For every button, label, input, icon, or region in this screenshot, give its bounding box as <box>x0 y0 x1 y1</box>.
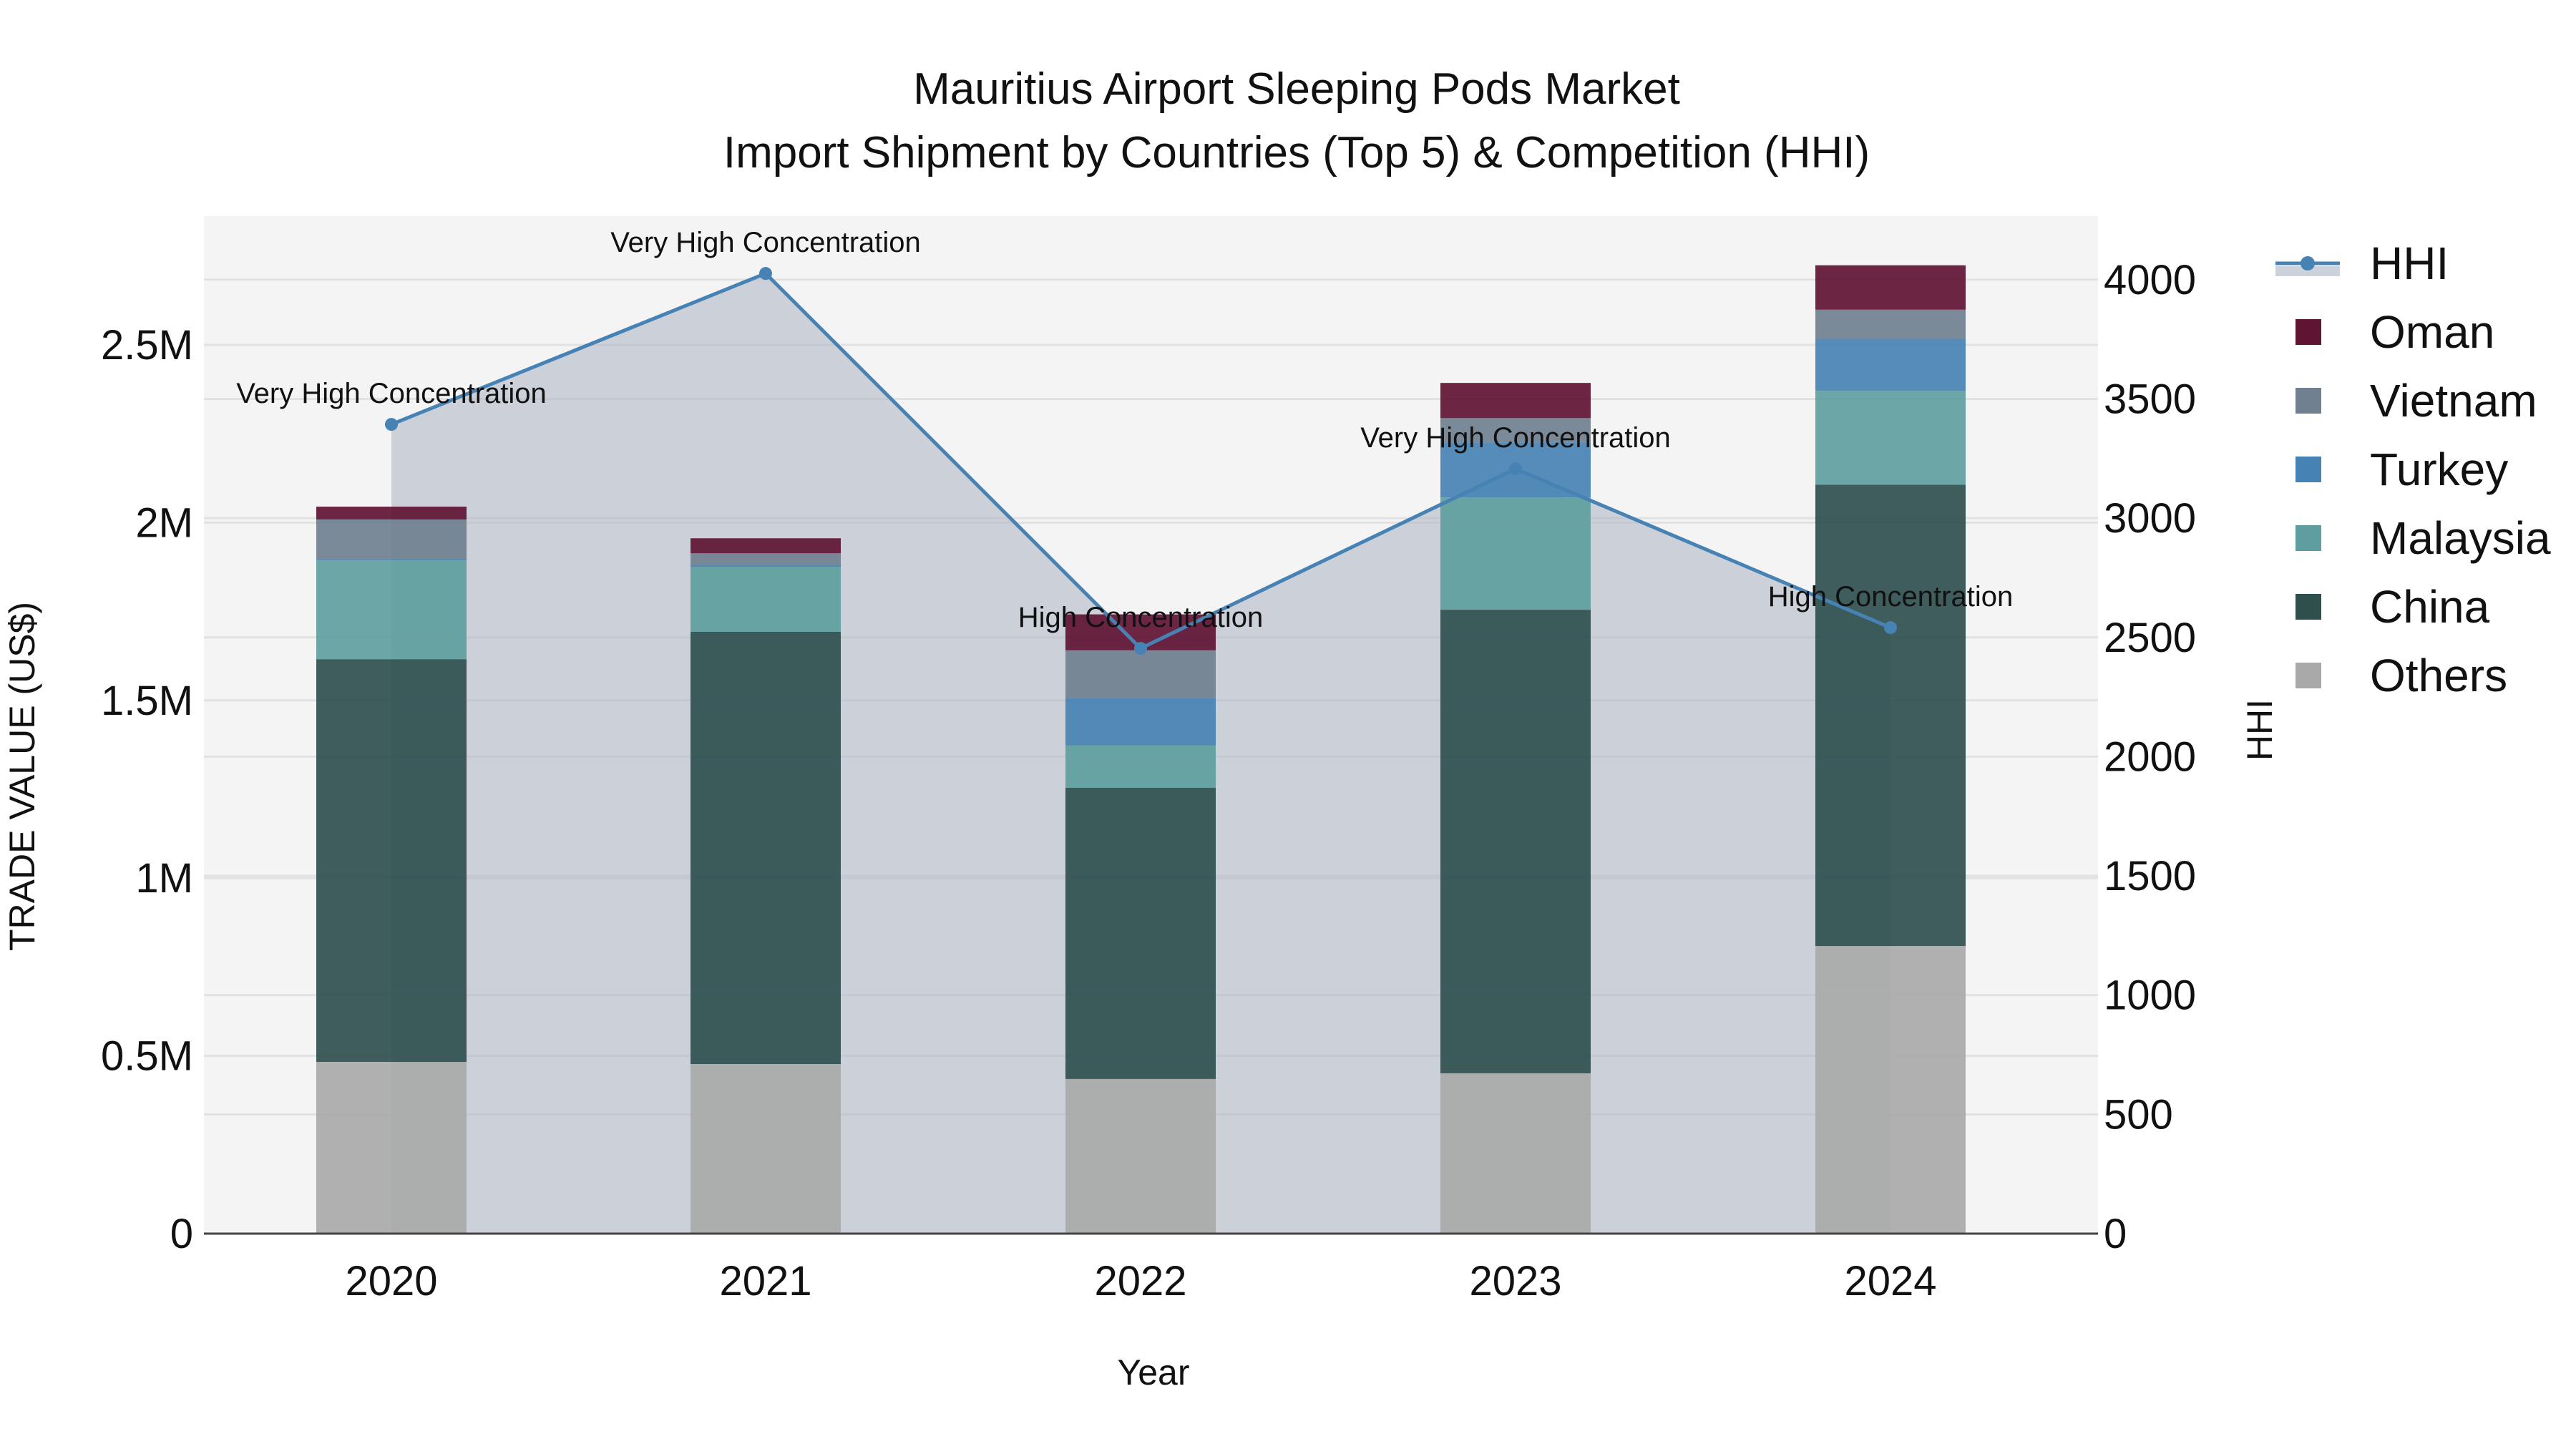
bar-segment-vietnam[interactable] <box>316 519 467 560</box>
bar-stack-2020[interactable] <box>316 507 467 1234</box>
bar-segment-malaysia[interactable] <box>1815 391 1966 485</box>
y-right-tick-label: 500 <box>2104 1091 2173 1138</box>
legend-item-turkey[interactable]: Turkey <box>2296 444 2508 495</box>
y-right-ticks: 0 500 1000 1500 2000 2500 3000 3500 4000 <box>2104 257 2196 1257</box>
bar-stack-2021[interactable] <box>691 538 841 1234</box>
x-tick-label: 2022 <box>1094 1258 1186 1304</box>
y-left-tick-label: 0.5M <box>101 1033 193 1080</box>
x-tick-label: 2023 <box>1469 1258 1561 1304</box>
bar-segment-china[interactable] <box>691 631 841 1065</box>
hhi-line <box>385 267 1897 655</box>
legend-label: Turkey <box>2370 444 2508 495</box>
y-right-tick-label: 3500 <box>2104 376 2196 422</box>
legend-label: Oman <box>2370 306 2494 358</box>
bar-segment-malaysia[interactable] <box>691 567 841 632</box>
bar-segment-others[interactable] <box>691 1064 841 1234</box>
legend-swatch-icon <box>2296 525 2321 551</box>
legend-item-china[interactable]: China <box>2296 581 2490 633</box>
bar-segment-oman[interactable] <box>316 507 467 519</box>
y-left-tick-label: 1M <box>135 855 193 902</box>
bars <box>316 265 1966 1234</box>
annotations: Very High Concentration Very High Concent… <box>236 227 2013 633</box>
bar-segment-vietnam[interactable] <box>1815 309 1966 339</box>
x-tick-label: 2024 <box>1844 1258 1936 1304</box>
legend-item-others[interactable]: Others <box>2296 650 2507 701</box>
bar-segment-china[interactable] <box>1065 788 1216 1079</box>
legend-item-oman[interactable]: Oman <box>2296 306 2494 358</box>
legend-label: Malaysia <box>2370 512 2551 564</box>
bar-segment-turkey[interactable] <box>1065 698 1216 746</box>
bar-segment-turkey[interactable] <box>316 559 467 561</box>
bar-segment-malaysia[interactable] <box>316 560 467 660</box>
legend-item-malaysia[interactable]: Malaysia <box>2296 512 2551 564</box>
hhi-annotation: Very High Concentration <box>236 378 547 409</box>
bar-segment-turkey[interactable] <box>1815 338 1966 391</box>
bar-segment-others[interactable] <box>1815 946 1966 1234</box>
x-axis-title: Year <box>1117 1352 1189 1392</box>
bar-stack-2024[interactable] <box>1815 265 1966 1234</box>
legend-marker-icon <box>2301 256 2315 270</box>
legend-swatch-icon <box>2296 663 2321 688</box>
hhi-annotation: High Concentration <box>1768 581 2013 613</box>
bar-segment-oman[interactable] <box>1815 265 1966 310</box>
legend-item-hhi[interactable]: HHI <box>2275 238 2449 289</box>
bar-segment-china[interactable] <box>1440 610 1591 1073</box>
y-right-tick-label: 1000 <box>2104 972 2196 1019</box>
y-left-axis-title: TRADE VALUE (US$) <box>2 602 42 951</box>
bar-segment-oman[interactable] <box>1440 383 1591 419</box>
legend-swatch-icon <box>2296 388 2321 414</box>
x-tick-label: 2021 <box>719 1258 811 1304</box>
hhi-marker[interactable] <box>759 267 772 280</box>
y-right-tick-label: 0 <box>2104 1211 2127 1257</box>
hhi-marker[interactable] <box>385 418 398 431</box>
legend-label: Others <box>2370 650 2507 701</box>
y-right-tick-label: 1500 <box>2104 853 2196 899</box>
bar-stack-2022[interactable] <box>1065 614 1216 1234</box>
chart-title-line1: Mauritius Airport Sleeping Pods Market <box>913 64 1680 114</box>
legend: HHI Oman Vietnam Turkey Malaysia China Others <box>2275 238 2551 701</box>
bar-segment-oman[interactable] <box>691 538 841 554</box>
y-left-tick-label: 0 <box>170 1211 193 1257</box>
y-right-axis-title: HHI <box>2240 699 2280 761</box>
y-right-tick-label: 2500 <box>2104 615 2196 661</box>
hhi-marker[interactable] <box>1509 462 1522 476</box>
y-right-tick-label: 4000 <box>2104 257 2196 303</box>
legend-label: Vietnam <box>2370 375 2537 426</box>
hhi-annotation: High Concentration <box>1018 602 1263 633</box>
bar-segment-others[interactable] <box>1440 1073 1591 1234</box>
legend-swatch-icon <box>2296 319 2321 345</box>
bar-segment-malaysia[interactable] <box>1440 497 1591 610</box>
bar-segment-others[interactable] <box>1065 1078 1216 1234</box>
x-tick-label: 2020 <box>345 1258 437 1304</box>
x-ticks: 2020 2021 2022 2023 2024 <box>345 1258 1936 1304</box>
legend-item-vietnam[interactable]: Vietnam <box>2296 375 2537 426</box>
bar-segment-china[interactable] <box>316 659 467 1063</box>
bar-segment-vietnam[interactable] <box>1065 650 1216 698</box>
hhi-annotation: Very High Concentration <box>610 227 921 258</box>
legend-label: HHI <box>2370 238 2449 289</box>
legend-hhi-area-icon <box>2275 266 2340 276</box>
bar-segment-vietnam[interactable] <box>691 553 841 566</box>
y-left-tick-label: 2.5M <box>101 322 193 369</box>
y-left-tick-label: 2M <box>135 499 193 546</box>
hhi-marker[interactable] <box>1134 642 1147 655</box>
legend-label: China <box>2370 581 2490 633</box>
bar-segment-malaysia[interactable] <box>1065 745 1216 789</box>
chart-title-line2: Import Shipment by Countries (Top 5) & C… <box>723 128 1870 177</box>
legend-swatch-icon <box>2296 457 2321 482</box>
hhi-annotation: Very High Concentration <box>1360 422 1671 454</box>
y-right-tick-label: 2000 <box>2104 733 2196 780</box>
y-left-tick-label: 1.5M <box>101 678 193 724</box>
bar-segment-china[interactable] <box>1815 484 1966 947</box>
bar-stack-2023[interactable] <box>1440 383 1591 1234</box>
bar-segment-turkey[interactable] <box>691 565 841 567</box>
y-left-ticks: 0 0.5M 1M 1.5M 2M 2.5M <box>101 322 193 1257</box>
hhi-marker[interactable] <box>1884 621 1897 635</box>
y-right-tick-label: 3000 <box>2104 495 2196 542</box>
bar-segment-vietnam[interactable] <box>1440 418 1591 443</box>
legend-swatch-icon <box>2296 594 2321 620</box>
bar-segment-others[interactable] <box>316 1062 467 1234</box>
